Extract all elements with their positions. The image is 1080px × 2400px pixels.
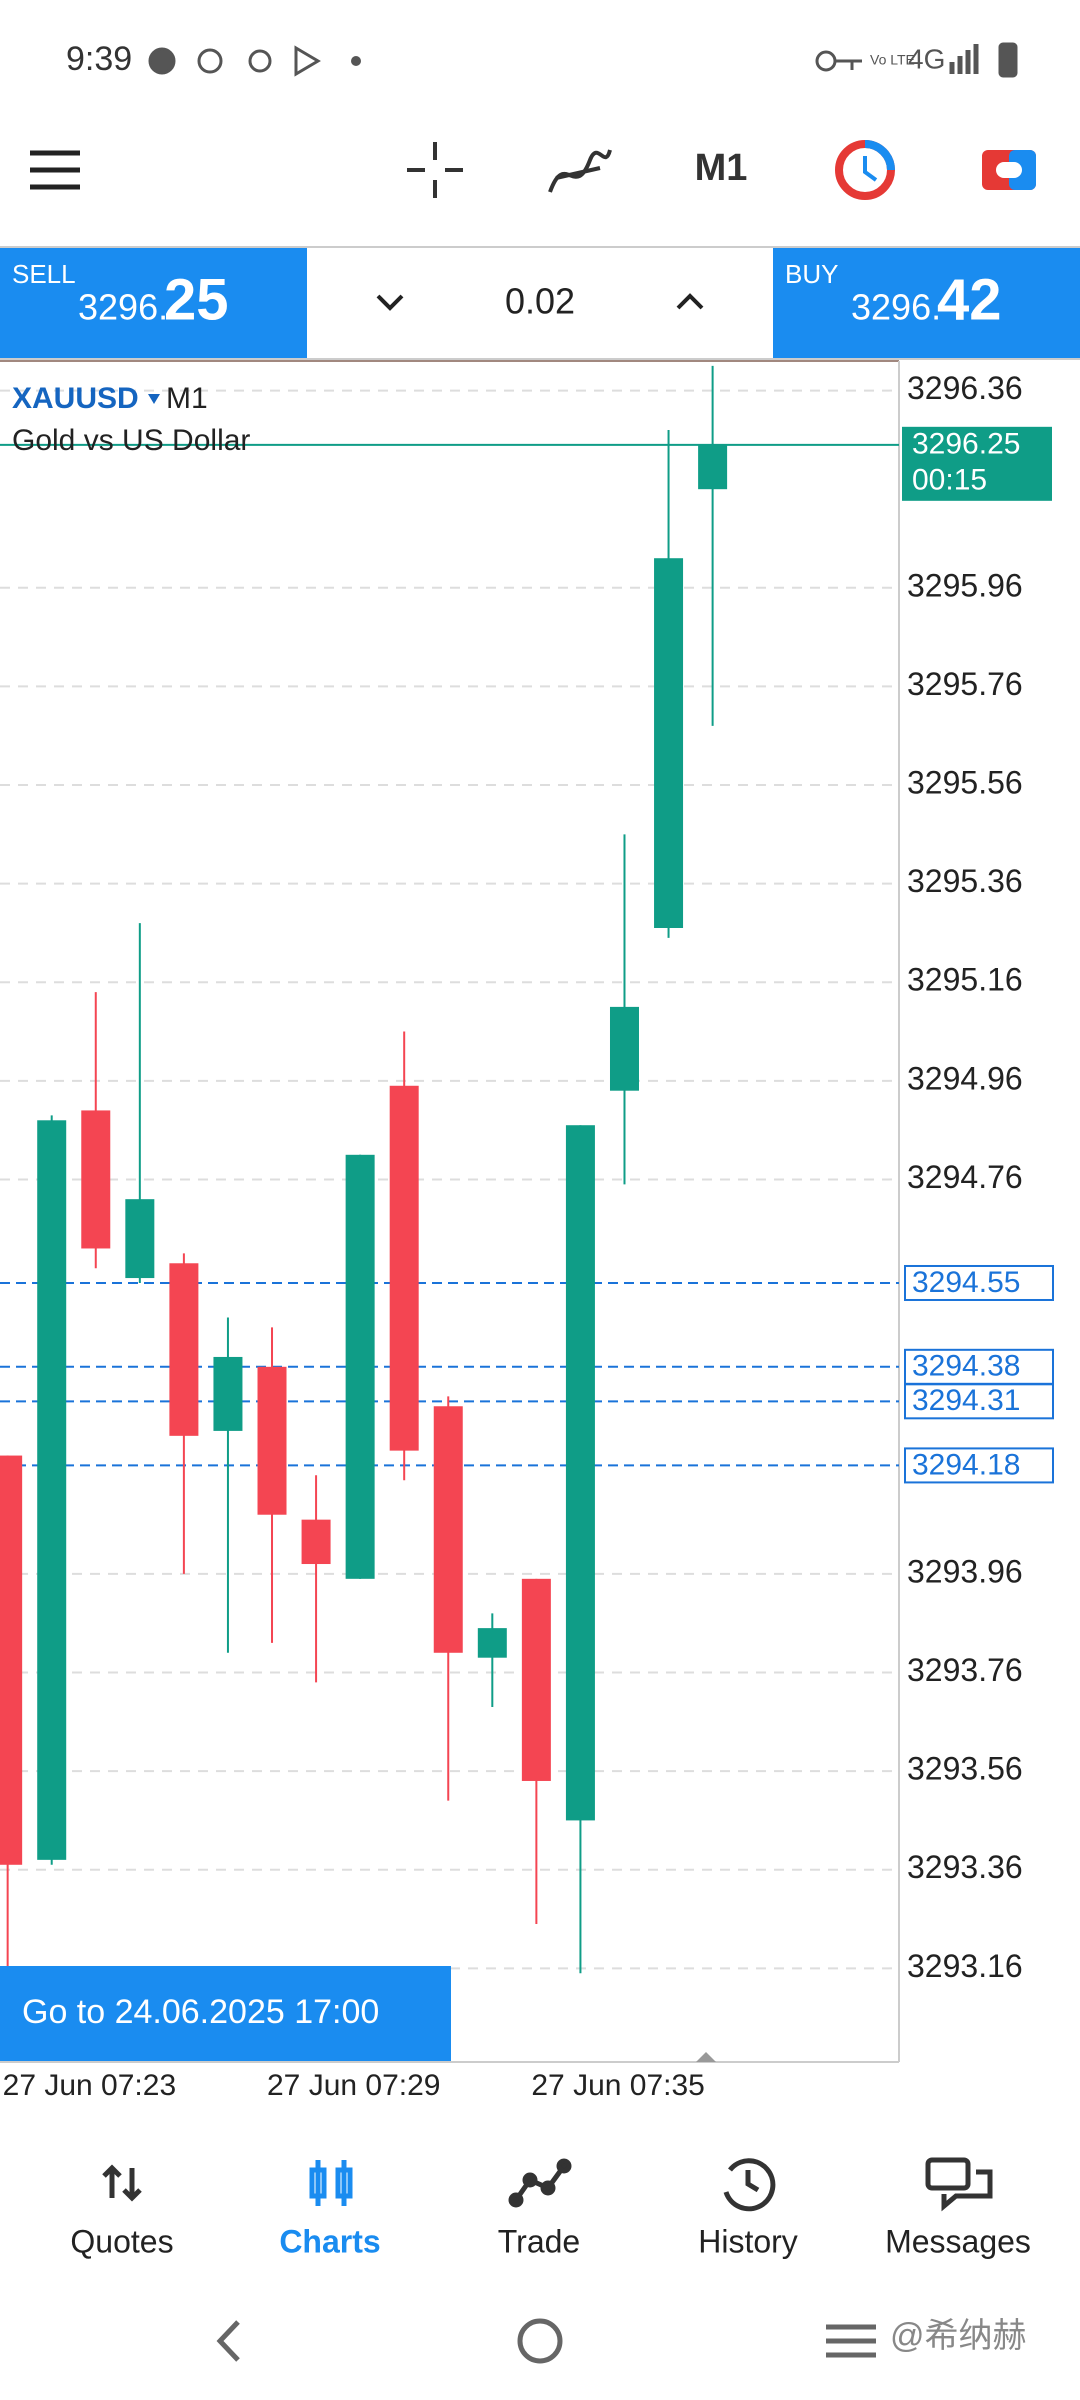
sell-price-big: 25 (164, 267, 229, 332)
scroll-marker (696, 2052, 716, 2062)
x-tick-label: 27 Jun 07:35 (531, 2069, 704, 2102)
buy-price-main: 3296. (851, 287, 941, 328)
symbol[interactable]: XAUUSD (12, 382, 139, 415)
candle-body (37, 1120, 67, 1860)
buy-price-big: 42 (937, 267, 1002, 332)
buy-label: BUY (785, 259, 838, 289)
bottom-nav: Quotes Charts Trade History Messages (70, 2223, 1031, 2259)
one-click-button[interactable] (982, 150, 1036, 190)
lot-size[interactable]: 0.02 (505, 281, 575, 322)
candle-body (213, 1356, 243, 1431)
system-recents[interactable] (826, 2324, 876, 2358)
candle-body (345, 1154, 375, 1579)
candle-body (389, 1085, 419, 1451)
y-tick-label: 3293.96 (907, 1553, 1023, 1589)
candle-body (433, 1406, 463, 1653)
y-tick-label: 3294.96 (907, 1060, 1023, 1096)
y-tick-label: 3295.76 (907, 666, 1023, 702)
y-tick-label: 3296.36 (907, 370, 1023, 406)
y-tick-label: 3294.76 (907, 1159, 1023, 1195)
y-tick-label: 3295.16 (907, 962, 1023, 998)
crosshair-button[interactable] (407, 142, 463, 198)
sell-button[interactable] (0, 248, 307, 358)
nav-label[interactable]: Messages (885, 2223, 1031, 2259)
menu-button[interactable] (30, 150, 80, 190)
current-price-label: 3296.25 (912, 428, 1020, 461)
order-label-box (904, 1264, 1054, 1301)
chart-timeframe: M1 (166, 382, 208, 415)
sell-price-main: 3296. (78, 287, 168, 328)
y-tick-label: 3295.56 (907, 764, 1023, 800)
system-home[interactable] (517, 2318, 563, 2364)
network: 4G (908, 43, 945, 74)
go-to-label: Go to 24.06.2025 17:00 (22, 1993, 379, 2031)
candle-body (0, 1455, 23, 1865)
y-tick-label: 3295.36 (907, 863, 1023, 899)
x-tick-label: 27 Jun 07:29 (267, 2069, 440, 2102)
order-label: 3294.55 (912, 1266, 1020, 1299)
candle-body (654, 558, 684, 928)
y-tick-label: 3293.56 (907, 1751, 1023, 1787)
watermark: @希纳赫 (890, 2317, 1027, 2355)
system-back[interactable] (216, 2320, 240, 2362)
order-label-box (904, 1447, 1054, 1484)
nav-label[interactable]: Charts (279, 2223, 380, 2259)
volte: Vo LTE (870, 52, 915, 68)
y-tick-label: 3293.76 (907, 1652, 1023, 1688)
nav-label[interactable]: Quotes (70, 2223, 173, 2259)
symbol-dropdown[interactable] (148, 394, 160, 404)
order-label: 3294.31 (912, 1384, 1020, 1417)
candle-body (169, 1263, 199, 1436)
order-label: 3294.18 (912, 1448, 1020, 1481)
timeframe-button[interactable]: M1 (695, 147, 748, 189)
status-time: 9:39 (66, 40, 132, 78)
lot-decrease[interactable] (376, 294, 404, 311)
sell-label: SELL (12, 259, 76, 289)
trade-clock-button[interactable] (835, 140, 895, 200)
order-label-box (904, 1348, 1054, 1385)
x-tick-label: 27 Jun 07:23 (3, 2069, 176, 2102)
candle-body (477, 1628, 507, 1658)
chart-layer: 3296.36 3295.96 3295.76 3295.56 3295.36 3295.… (0, 365, 1054, 2102)
nav-label[interactable]: Trade (498, 2223, 580, 2259)
nav-label[interactable]: History (698, 2223, 798, 2259)
current-price-box (902, 426, 1052, 501)
candle-body (257, 1366, 287, 1515)
y-tick-label: 3293.36 (907, 1849, 1023, 1885)
candle-body (698, 444, 728, 490)
status-icons (148, 42, 1018, 78)
order-label: 3294.38 (912, 1350, 1020, 1383)
y-tick-label: 3293.16 (907, 1948, 1023, 1984)
candle-body (125, 1199, 155, 1279)
lot-increase[interactable] (676, 293, 704, 310)
bar-timer: 00:15 (912, 464, 987, 497)
candle-body (565, 1125, 595, 1821)
symbol-description: Gold vs US Dollar (12, 424, 250, 457)
y-tick-label: 3295.96 (907, 567, 1023, 603)
indicators-button[interactable] (548, 149, 612, 193)
go-to-button[interactable] (0, 1966, 451, 2061)
candle-body (521, 1578, 551, 1781)
candle-body (609, 1006, 639, 1091)
buy-button[interactable] (773, 248, 1080, 358)
nav-icons (102, 2157, 993, 2212)
order-label-box (904, 1383, 1054, 1420)
candle-body (301, 1519, 331, 1565)
candle-body (81, 1110, 111, 1249)
